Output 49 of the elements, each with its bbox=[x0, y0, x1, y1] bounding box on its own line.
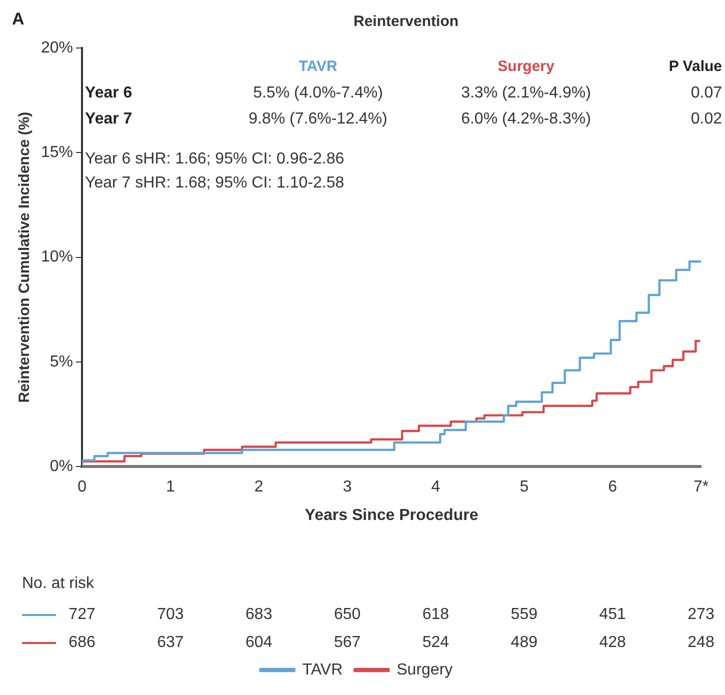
text: 451 bbox=[599, 606, 626, 624]
y-tick-label: 15% bbox=[40, 144, 74, 162]
x-tick-label: 2 bbox=[254, 478, 264, 496]
text: No. at risk bbox=[22, 575, 96, 592]
text: 489 bbox=[510, 634, 538, 652]
annotation: P Value bbox=[668, 58, 722, 75]
x-tick-label: 3 bbox=[342, 478, 352, 496]
text: 604 bbox=[246, 634, 272, 652]
x-tick-label: 6 bbox=[608, 478, 618, 496]
x-tick-label: 4 bbox=[431, 478, 440, 496]
text: 727 bbox=[68, 606, 96, 624]
text: 567 bbox=[334, 634, 361, 652]
text: 524 bbox=[422, 634, 450, 652]
legend-label: Surgery bbox=[396, 661, 453, 678]
x-tick-label: 7* bbox=[693, 478, 709, 496]
text: A bbox=[12, 10, 24, 29]
text: 637 bbox=[157, 634, 184, 652]
annotation: 0.02 bbox=[690, 110, 722, 128]
x-tick-label: 5 bbox=[520, 478, 529, 496]
text: 273 bbox=[688, 606, 714, 624]
annotation: Year 6 bbox=[85, 84, 132, 102]
text: 686 bbox=[68, 634, 96, 652]
text: 650 bbox=[334, 606, 361, 624]
y-axis-title: Reintervention Cumulative Incidence (%) bbox=[16, 112, 34, 403]
text: 559 bbox=[510, 606, 538, 624]
x-tick-label: 0 bbox=[78, 478, 87, 496]
text: 618 bbox=[422, 606, 450, 624]
y-tick-label: 10% bbox=[40, 248, 74, 266]
text: 428 bbox=[599, 634, 626, 652]
annotation: 9.8% (7.6%-12.4%) bbox=[248, 110, 388, 128]
text: 248 bbox=[688, 634, 714, 652]
x-tick-label: 1 bbox=[166, 478, 175, 496]
annotation: TAVR bbox=[298, 58, 338, 75]
annotation: Year 7 bbox=[85, 110, 132, 128]
y-tick-label: 5% bbox=[50, 353, 74, 370]
x-axis-title: Years Since Procedure bbox=[304, 506, 478, 524]
annotation: 5.5% (4.0%-7.4%) bbox=[253, 84, 383, 102]
text: 703 bbox=[157, 606, 184, 624]
annotation: Surgery bbox=[498, 58, 555, 75]
chart-title: Reintervention bbox=[353, 13, 459, 30]
y-tick-label: 20% bbox=[40, 39, 74, 56]
legend-label: TAVR bbox=[302, 661, 343, 678]
annotation: 3.3% (2.1%-4.9%) bbox=[461, 84, 591, 102]
y-tick-label: 0% bbox=[50, 458, 74, 476]
annotation: Year 6 sHR: 1.66; 95% CI: 0.96-2.86 bbox=[85, 150, 344, 168]
text: 683 bbox=[246, 606, 272, 624]
annotation: Year 7 sHR: 1.68; 95% CI: 1.10-2.58 bbox=[85, 174, 344, 192]
annotation: 6.0% (4.2%-8.3%) bbox=[461, 110, 591, 128]
annotation: 0.07 bbox=[690, 84, 722, 102]
